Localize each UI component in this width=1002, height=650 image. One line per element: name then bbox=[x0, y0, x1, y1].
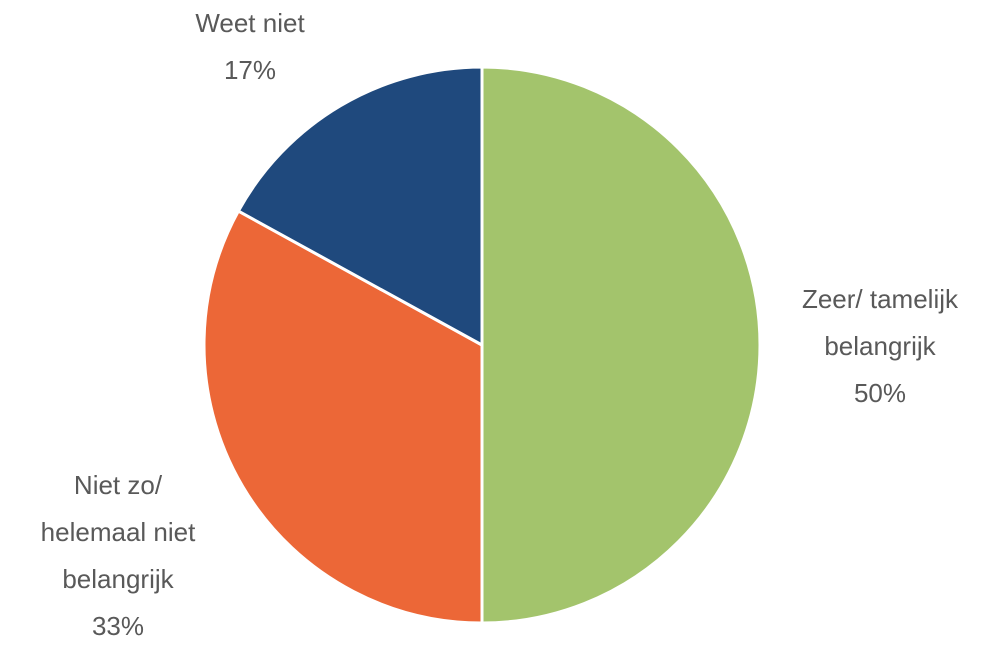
value-label: 33% bbox=[91, 611, 145, 641]
slice-label: Weet niet 17% bbox=[160, 0, 340, 94]
pie-slice bbox=[236, 65, 484, 347]
slice-label: Zeer/ tamelijk belangrijk 50% bbox=[790, 276, 970, 417]
pie-slice bbox=[480, 65, 762, 625]
category-label: Niet zo/ helemaal niet belangrijk bbox=[40, 470, 196, 594]
value-label: 50% bbox=[853, 378, 907, 408]
slice-label: Niet zo/ helemaal niet belangrijk 33% bbox=[28, 462, 208, 650]
pie-slice bbox=[202, 209, 484, 625]
page: (() => { const data = JSON.parse(documen… bbox=[40, 0, 970, 641]
chart bbox=[202, 65, 762, 625]
value-label: 17% bbox=[223, 55, 277, 85]
category-label: Weet niet bbox=[195, 8, 305, 38]
category-label: Zeer/ tamelijk belangrijk bbox=[801, 284, 959, 361]
